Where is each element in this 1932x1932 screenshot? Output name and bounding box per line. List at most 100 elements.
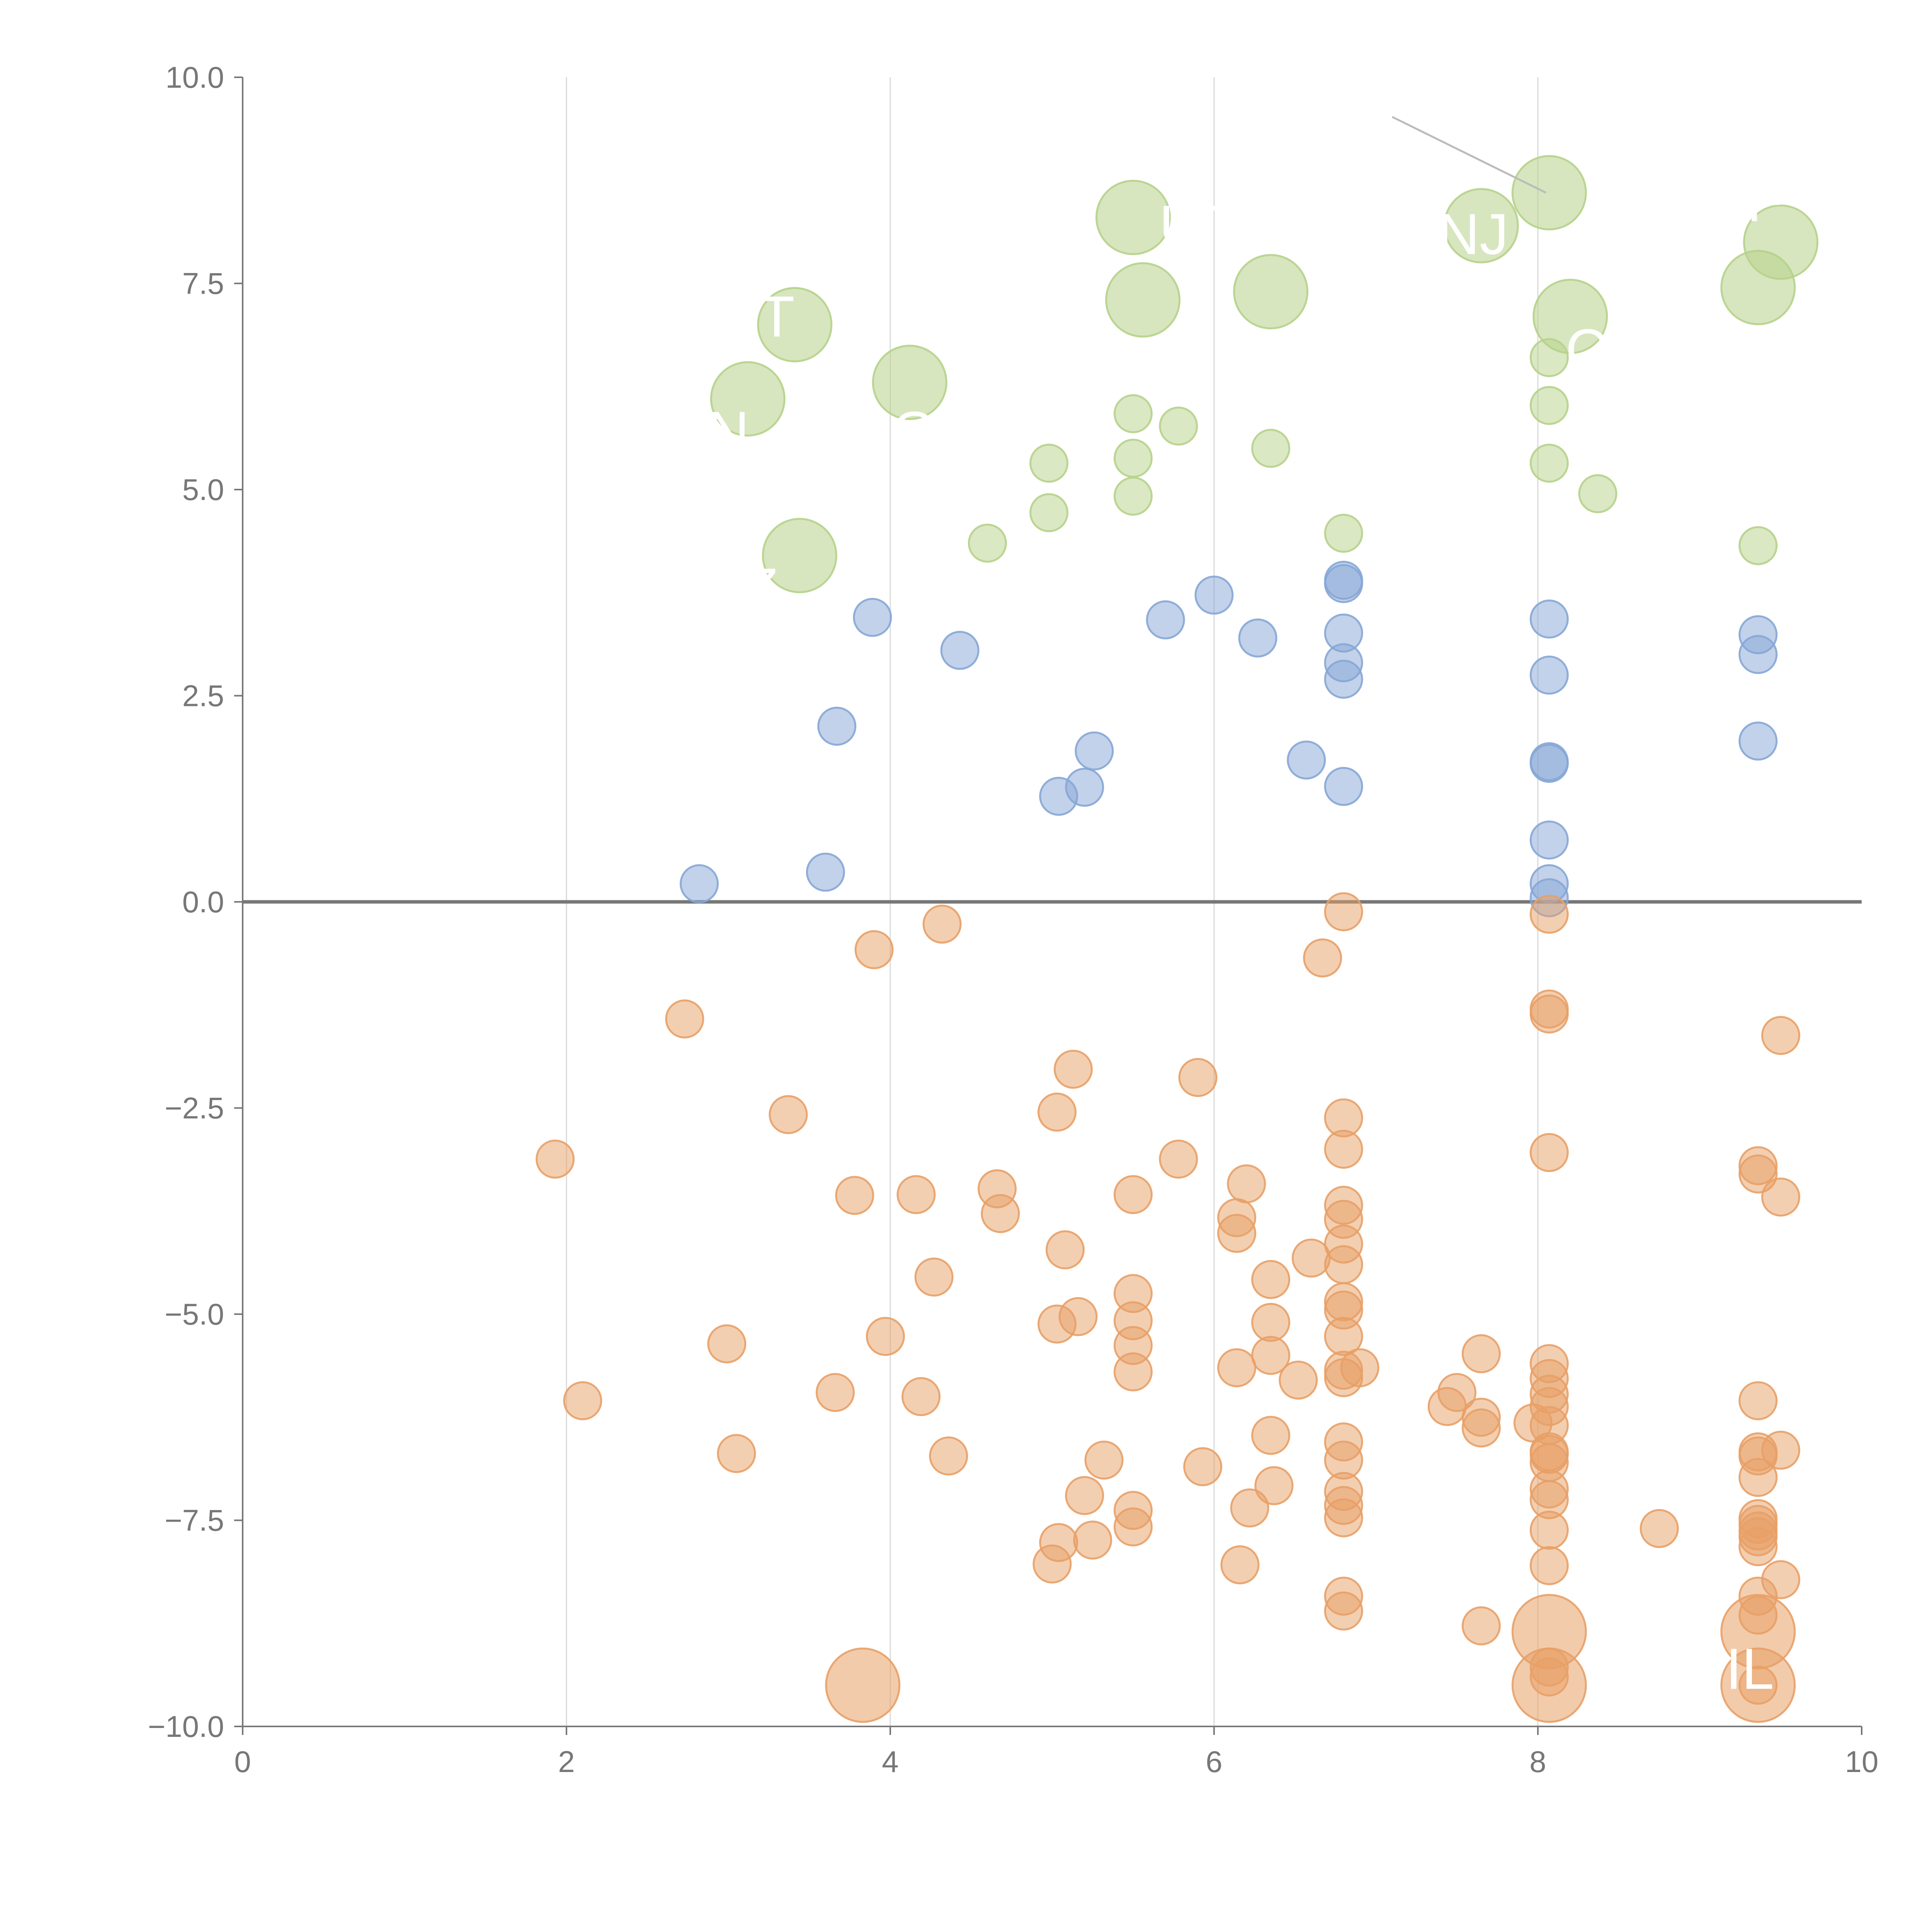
blue-data-point [817,706,857,746]
point-label: F [1747,168,1782,233]
orange-data-point [1761,1560,1800,1599]
green-data-point [1738,526,1778,565]
orange-data-point [1279,1361,1318,1400]
callout-line [1391,116,1547,194]
y-tick-label: 7.5 [182,267,224,301]
orange-data-point [769,1095,808,1134]
blue-data-point [1529,743,1569,783]
orange-data-point [1340,1348,1379,1388]
orange-data-point [1230,1488,1269,1527]
orange-data-point [1251,1416,1291,1455]
blue-data-point [680,864,719,903]
orange-data-point [563,1381,602,1420]
point-label: IO [876,400,937,464]
point-label: Z [743,556,779,621]
orange-data-point [835,1176,874,1215]
orange-data-point [1084,1440,1124,1480]
orange-data-point [816,1373,855,1412]
x-tick-label: 10 [1845,1745,1879,1779]
green-data-point [1114,476,1153,516]
blue-data-point [1324,564,1363,603]
point-label: FIL [1690,1636,1774,1701]
blue-data-point [1238,618,1277,658]
orange-data-point [1303,938,1342,978]
y-tick-label: 5.0 [182,473,224,507]
orange-data-point [1529,1546,1569,1585]
orange-data-point [1058,1297,1098,1336]
orange-data-point [1324,1129,1363,1169]
orange-data-point [1220,1545,1260,1585]
point-label: NJ [1438,201,1509,266]
orange-data-point [896,1175,936,1214]
green-data-point [757,287,833,362]
orange-data-point [1461,1334,1501,1373]
orange-data-point [1761,1430,1800,1470]
green-data-point [1233,254,1309,330]
data-points [536,155,1818,1723]
green-data-point [1114,439,1153,478]
x-tick-label: 8 [1529,1745,1546,1779]
orange-data-point [1639,1509,1679,1548]
green-data-point [1029,493,1069,532]
orange-data-point [1461,1408,1501,1447]
blue-data-point [1194,575,1234,615]
green-data-point [1105,262,1181,338]
x-tick-label: 6 [1206,1745,1222,1779]
green-data-point [1743,204,1818,280]
y-tick-label: −5.0 [165,1297,224,1331]
green-data-point [1443,188,1519,264]
blue-data-point [940,631,980,670]
orange-data-point [1053,1049,1093,1089]
orange-data-point [981,1194,1020,1233]
orange-data-point [1324,1591,1363,1631]
orange-data-point [1529,1657,1569,1697]
point-label: N [707,400,749,464]
orange-data-point [717,1434,756,1473]
x-tick-label: 0 [234,1745,251,1779]
orange-data-point [1324,1498,1363,1537]
blue-data-point [1529,655,1569,695]
green-data-point [1324,514,1363,553]
orange-data-point [1738,1665,1778,1705]
orange-data-point [1461,1606,1501,1646]
orange-data-point [1738,1458,1778,1497]
orange-data-point [825,1647,901,1723]
green-data-point [762,518,837,594]
y-tick-label: −2.5 [165,1091,224,1125]
orange-data-point [665,999,704,1039]
orange-data-point [1738,1381,1778,1420]
blue-data-point [853,598,892,637]
orange-data-point [1324,892,1363,932]
green-data-point [1029,444,1069,483]
green-data-point [968,524,1007,563]
y-tick-label: 2.5 [182,679,224,713]
blue-data-point [1529,820,1569,860]
orange-data-point [1251,1336,1291,1375]
orange-data-point [1529,895,1569,934]
green-data-point [1529,386,1569,425]
x-tick-label: 4 [882,1745,898,1779]
orange-data-point [1324,1245,1363,1284]
blue-data-point [1738,635,1778,674]
orange-data-point [1529,1133,1569,1172]
orange-data-point [1178,1058,1218,1097]
orange-data-point [866,1317,905,1356]
blue-data-point [1075,731,1114,770]
orange-data-point [1761,1016,1800,1055]
orange-data-point [854,930,894,969]
y-tick-label: 10.0 [165,60,224,94]
orange-data-point [1217,1348,1257,1388]
orange-data-point [1065,1476,1104,1515]
point-label: T [759,284,795,349]
orange-data-point [1529,994,1569,1034]
orange-data-point [1046,1230,1085,1270]
y-tick-label: −7.5 [165,1503,224,1537]
blue-data-point [1529,599,1569,639]
orange-data-point [929,1436,968,1476]
blue-data-point [1324,660,1363,699]
orange-data-point [1254,1466,1294,1505]
orange-data-point [1251,1303,1291,1342]
orange-data-point [1437,1373,1476,1412]
point-labels: UT NJ F TN IO C Z FIL [707,116,1782,1701]
